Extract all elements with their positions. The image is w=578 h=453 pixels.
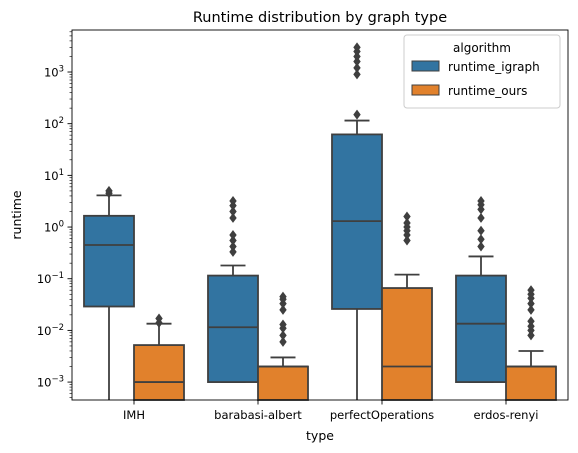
legend-label-ours: runtime_ours — [448, 84, 527, 98]
outlier-point — [105, 185, 113, 196]
outlier-point — [527, 285, 535, 296]
outlier-point — [477, 234, 485, 245]
box-runtime_igraph-perfectOperations — [331, 42, 383, 400]
y-axis: 10−3 10−2 10−1 100 101 102 103 — [37, 31, 72, 398]
plot-area — [83, 42, 557, 401]
box-runtime_igraph-erdos-renyi — [455, 195, 507, 383]
outlier-point — [229, 246, 237, 257]
y-tick-label: 101 — [44, 168, 64, 183]
y-axis-label: runtime — [9, 190, 24, 240]
outlier-point — [229, 230, 237, 241]
outlier-point — [279, 336, 287, 347]
legend-swatch-igraph — [411, 60, 440, 72]
box-body — [381, 287, 433, 401]
outlier-point — [353, 69, 361, 80]
y-tick-label: 100 — [44, 220, 64, 235]
outlier-point — [279, 330, 287, 341]
x-axis: IMH barabasi-albert perfectOperations erdos… — [123, 400, 538, 422]
y-tick-label: 103 — [44, 65, 64, 80]
plot-frame — [71, 29, 569, 401]
outlier-point — [477, 241, 485, 252]
x-tick-label: IMH — [123, 408, 145, 422]
outlier-point — [403, 235, 411, 246]
legend-frame — [403, 34, 561, 109]
x-axis-label: type — [306, 428, 334, 443]
outlier-point — [353, 51, 361, 62]
outlier-point — [527, 298, 535, 309]
outlier-point — [229, 195, 237, 206]
box-body — [455, 274, 507, 383]
y-tick-label: 10−1 — [37, 271, 64, 286]
chart-title: Runtime distribution by graph type — [193, 10, 447, 26]
outlier-point — [527, 316, 535, 327]
x-tick-label: barabasi-albert — [214, 408, 302, 422]
outlier-point — [279, 304, 287, 315]
outlier-point — [477, 195, 485, 206]
outlier-point — [527, 330, 535, 341]
box-runtime_igraph-IMH — [83, 185, 135, 400]
box-runtime_ours-erdos-renyi — [505, 285, 557, 401]
box-runtime_ours-IMH — [133, 313, 185, 401]
outlier-point — [229, 241, 237, 252]
outlier-point — [353, 42, 361, 53]
outlier-point — [353, 62, 361, 73]
box-runtime_igraph-barabasi-albert — [207, 195, 259, 383]
x-tick-label: perfectOperations — [330, 408, 434, 422]
box-runtime_ours-barabasi-albert — [257, 291, 309, 401]
outlier-point — [403, 211, 411, 222]
outlier-point — [403, 217, 411, 228]
legend-swatch-ours — [411, 84, 440, 96]
box-body — [257, 365, 309, 401]
y-tick-label: 102 — [44, 116, 64, 131]
outlier-point — [155, 313, 163, 324]
legend-title: algorithm — [453, 41, 511, 55]
box-body — [207, 274, 259, 383]
outlier-point — [353, 56, 361, 67]
legend-label-igraph: runtime_igraph — [448, 60, 540, 74]
box-body — [505, 365, 557, 401]
outlier-point — [229, 235, 237, 246]
y-tick-label: 10−3 — [37, 375, 64, 390]
outlier-point — [279, 319, 287, 330]
outlier-point — [229, 206, 237, 217]
box-body — [83, 214, 135, 308]
box-runtime_ours-perfectOperations — [381, 211, 433, 401]
legend: algorithm runtime_igraph runtime_ours — [403, 34, 561, 109]
y-tick-label: 10−2 — [37, 323, 64, 338]
x-tick-label: erdos-renyi — [474, 408, 539, 422]
outlier-point — [527, 304, 535, 315]
box-body — [133, 344, 185, 401]
outlier-point — [229, 212, 237, 223]
outlier-point — [353, 109, 361, 120]
outlier-point — [477, 225, 485, 236]
outlier-point — [477, 212, 485, 223]
outlier-point — [527, 321, 535, 332]
outlier-point — [279, 291, 287, 302]
